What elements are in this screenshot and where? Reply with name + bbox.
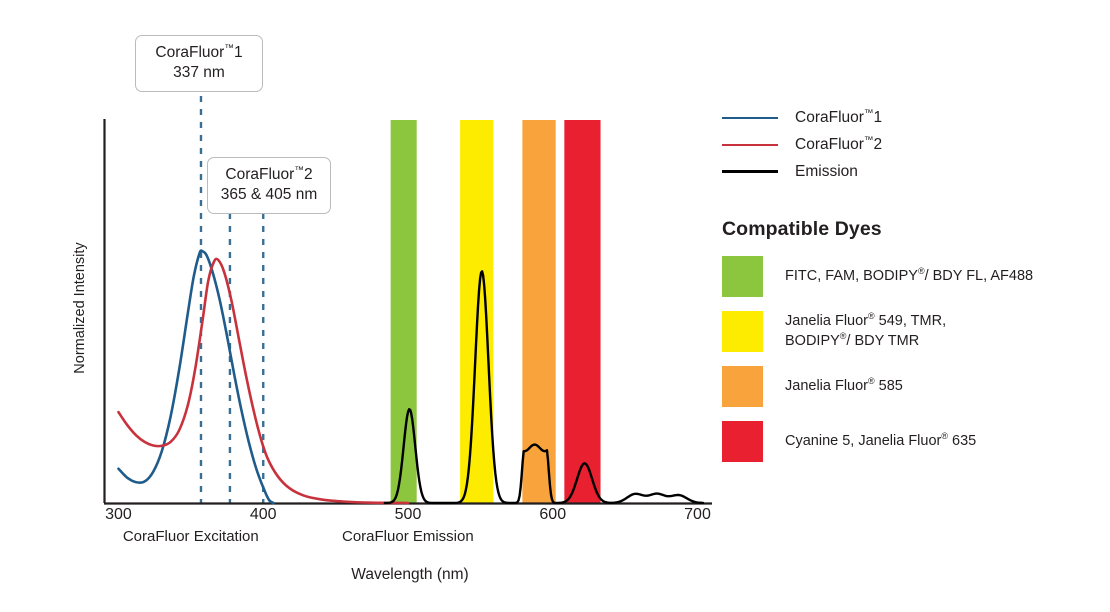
callout-cf2-title: CoraFluor™2: [220, 165, 318, 185]
callout-cf2-number: 2: [303, 166, 313, 183]
legend-item-label: CoraFluor™2: [795, 134, 883, 153]
x-tick-label: 600: [539, 506, 567, 523]
legend-item: CoraFluor™2: [722, 131, 1102, 158]
trademark-icon: ™: [863, 107, 874, 119]
x-tick-label: 700: [684, 506, 711, 523]
dye-list-item: Janelia Fluor® 585: [722, 366, 1102, 407]
callout-cf1-name: CoraFluor: [155, 44, 225, 61]
spectra-curve-group: [117, 249, 705, 505]
dye-label-line: FITC, FAM, BODIPY®/ BDY FL, AF488: [785, 265, 1034, 284]
dye-label-line: Janelia Fluor® 549, TMR,: [785, 311, 947, 330]
chart-side-panel: CoraFluor™1 CoraFluor™2 Emission Compatibl…: [722, 104, 1102, 476]
dye-item-label: Janelia Fluor® 549, TMR, BODIPY®/ BDY TMR: [785, 312, 946, 351]
callout-corafluor-1: CoraFluor™1 337 nm: [135, 35, 263, 92]
legend-line-swatch: [722, 116, 778, 119]
legend-line-swatch: [722, 143, 778, 146]
dye-item-label: Janelia Fluor® 585: [785, 375, 903, 396]
excitation-region-label: CoraFluor Excitation: [122, 528, 259, 545]
x-tick-label: 400: [249, 506, 277, 523]
dye-color-swatch: [722, 311, 763, 352]
registered-trademark-icon: ®: [868, 375, 875, 386]
registered-trademark-icon: ®: [839, 330, 847, 341]
trademark-icon: ™: [294, 164, 304, 176]
trademark-icon: ™: [224, 42, 234, 54]
spectra-chart-svg: [103, 96, 712, 505]
callout-cf2-value: 365 & 405 nm: [220, 185, 318, 203]
dye-list-item: Cyanine 5, Janelia Fluor® 635: [722, 421, 1102, 462]
emission-region-label: CoraFluor Emission: [342, 528, 474, 545]
red-band: [564, 120, 601, 503]
callout-cf1-value: 337 nm: [173, 63, 225, 81]
legend-item: CoraFluor™1: [722, 104, 1102, 131]
legend-item-label: CoraFluor™1: [795, 107, 883, 126]
registered-trademark-icon: ®: [917, 265, 925, 276]
excitation-marker-group: [199, 96, 265, 503]
dye-color-swatch: [722, 256, 763, 297]
dye-list-item: Janelia Fluor® 549, TMR, BODIPY®/ BDY TMR: [722, 311, 1102, 352]
compatible-dyes-list: FITC, FAM, BODIPY®/ BDY FL, AF488 Janelia…: [722, 256, 1102, 462]
dye-item-label: FITC, FAM, BODIPY®/ BDY FL, AF488: [785, 265, 1034, 286]
registered-trademark-icon: ®: [868, 311, 875, 322]
x-tick-label: 300: [105, 506, 132, 523]
trademark-icon: ™: [863, 134, 874, 146]
x-axis-title: Wavelength (nm): [351, 566, 469, 583]
dye-label-line: BODIPY®/ BDY TMR: [785, 330, 920, 349]
callout-cf1-number: 1: [233, 44, 243, 61]
dye-label-line: Cyanine 5, Janelia Fluor® 635: [785, 430, 977, 449]
dye-color-swatch: [722, 421, 763, 462]
legend-item-label: Emission: [795, 162, 858, 180]
callout-corafluor-2: CoraFluor™2 365 & 405 nm: [207, 157, 331, 214]
dye-list-item: FITC, FAM, BODIPY®/ BDY FL, AF488: [722, 256, 1102, 297]
chart-plot-area: CoraFluor™1 337 nm CoraFluor™2 365 & 405…: [72, 35, 712, 583]
dye-item-label: Cyanine 5, Janelia Fluor® 635: [785, 430, 977, 451]
excitation-curve: [117, 249, 275, 505]
dye-color-swatch: [722, 366, 763, 407]
excitation-curve: [117, 257, 410, 505]
chart-legend: CoraFluor™1 CoraFluor™2 Emission: [722, 104, 1102, 185]
y-axis-title: Normalized Intensity: [72, 242, 88, 374]
dye-label-line: Janelia Fluor® 585: [785, 375, 903, 394]
emission-band-group: [390, 120, 601, 503]
callout-cf2-name: CoraFluor: [225, 166, 295, 183]
registered-trademark-icon: ®: [941, 430, 948, 441]
legend-item: Emission: [722, 158, 1102, 185]
legend-line-swatch: [722, 170, 778, 173]
x-tick-label: 500: [394, 506, 422, 523]
callout-cf1-title: CoraFluor™1: [148, 43, 250, 63]
compatible-dyes-heading: Compatible Dyes: [722, 218, 882, 240]
orange-band: [522, 120, 556, 503]
emission-curve: [383, 270, 705, 505]
